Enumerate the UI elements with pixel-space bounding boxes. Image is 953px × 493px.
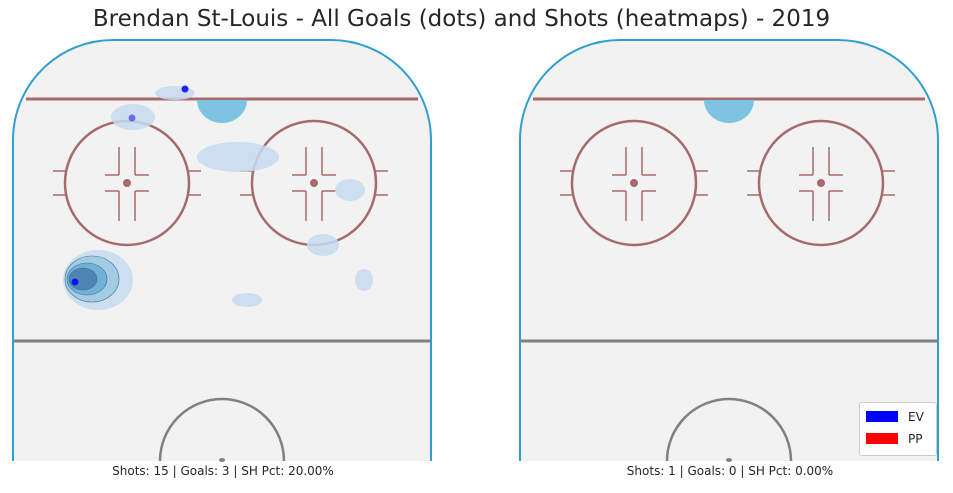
legend-label-ev: EV bbox=[908, 410, 924, 424]
faceoff-dot-left bbox=[123, 179, 131, 187]
goal-dot bbox=[128, 114, 136, 122]
goal-crease bbox=[197, 100, 247, 123]
shot-heat-blob bbox=[335, 179, 365, 201]
legend: EV PP bbox=[859, 402, 937, 456]
chart-title: Brendan St-Louis - All Goals (dots) and … bbox=[92, 6, 831, 32]
faceoff-circle-left bbox=[570, 119, 698, 247]
goal-dot bbox=[181, 85, 189, 93]
center-faceoff-dot bbox=[726, 458, 732, 462]
left-rink-panel bbox=[12, 39, 432, 462]
shot-heat-blob bbox=[355, 269, 373, 291]
right-panel-caption: Shots: 1 | Goals: 0 | SH Pct: 0.00% bbox=[626, 464, 834, 478]
shot-heat-blob bbox=[197, 142, 279, 172]
faceoff-dot-left bbox=[630, 179, 638, 187]
faceoff-dot-right bbox=[310, 179, 318, 187]
shot-heat-blob bbox=[232, 293, 262, 307]
shot-heat-blob bbox=[155, 86, 195, 100]
rink-boards bbox=[12, 39, 432, 461]
faceoff-dot-right bbox=[817, 179, 825, 187]
shot-heat-blob bbox=[307, 234, 339, 256]
center-faceoff-dot bbox=[219, 458, 225, 462]
rink-ice bbox=[13, 40, 431, 461]
goal-crease bbox=[704, 100, 754, 123]
right-rink-panel bbox=[519, 39, 939, 462]
rink-boards bbox=[519, 39, 939, 461]
center-faceoff-circle bbox=[158, 397, 286, 462]
center-faceoff-circle bbox=[665, 397, 793, 462]
legend-swatch-ev bbox=[866, 411, 898, 422]
left-panel-caption: Shots: 15 | Goals: 3 | SH Pct: 20.00% bbox=[112, 464, 334, 478]
rink-ice bbox=[520, 40, 938, 461]
faceoff-circle-right bbox=[757, 119, 885, 247]
legend-swatch-pp bbox=[866, 433, 898, 444]
goal-dot bbox=[71, 278, 79, 286]
legend-label-pp: PP bbox=[908, 432, 923, 446]
